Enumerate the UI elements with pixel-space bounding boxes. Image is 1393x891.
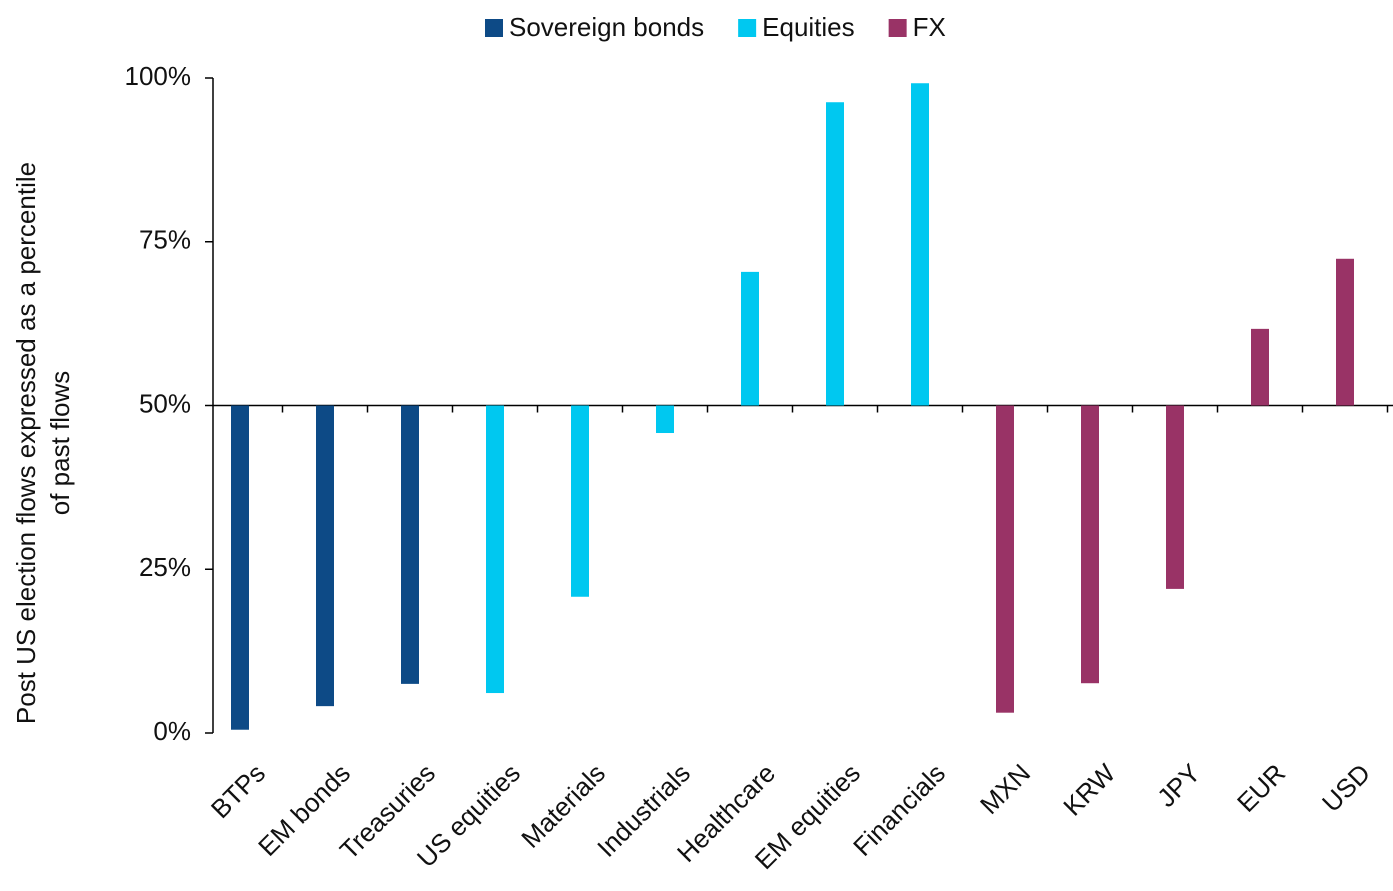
x-tick-label: Financials (847, 758, 951, 862)
y-title-line: Post US election flows expressed as a pe… (11, 162, 41, 724)
legend-label: Equities (762, 12, 855, 42)
legend-swatch (888, 19, 907, 37)
bar (231, 405, 249, 730)
bar (1081, 405, 1099, 684)
y-tick-label: 100% (125, 61, 192, 91)
bar (656, 405, 674, 434)
x-tick-label: BTPs (205, 758, 271, 824)
y-title-line: of past flows (45, 371, 75, 516)
bar (826, 102, 844, 406)
legend-label: Sovereign bonds (509, 12, 704, 42)
bar (1336, 258, 1354, 406)
bar (401, 405, 419, 684)
legend: Sovereign bonds Equities FX (485, 12, 946, 42)
y-tick-label: 0% (153, 716, 191, 746)
y-tick-label: 75% (139, 225, 191, 255)
bar (571, 405, 589, 597)
bar (1251, 328, 1269, 406)
y-axis-title: Post US election flows expressed as a pe… (11, 162, 75, 724)
x-tick-label: MXN (974, 758, 1036, 820)
bar (911, 83, 929, 406)
bar (486, 405, 504, 694)
x-tick-label: EUR (1231, 758, 1291, 818)
x-tick-label: USD (1316, 758, 1376, 818)
x-tick-label: JPY (1151, 758, 1206, 813)
legend-swatch (738, 19, 757, 37)
x-tick-label: KRW (1057, 758, 1121, 822)
legend-swatch (485, 19, 503, 37)
bar (1166, 405, 1184, 589)
bar (996, 405, 1014, 713)
legend-label: FX (913, 12, 946, 42)
bar (741, 271, 759, 406)
y-tick-label: 25% (139, 552, 191, 582)
y-tick-label: 50% (139, 388, 191, 418)
bar (316, 405, 334, 707)
